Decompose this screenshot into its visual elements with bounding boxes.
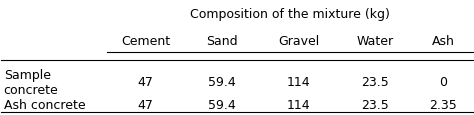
Text: Gravel: Gravel xyxy=(278,34,319,47)
Text: 47: 47 xyxy=(138,98,154,111)
Text: 23.5: 23.5 xyxy=(362,76,389,89)
Text: 2.35: 2.35 xyxy=(429,98,457,111)
Text: 23.5: 23.5 xyxy=(362,98,389,111)
Text: Cement: Cement xyxy=(121,34,170,47)
Text: Ash concrete: Ash concrete xyxy=(4,98,85,111)
Text: Water: Water xyxy=(357,34,394,47)
Text: Ash: Ash xyxy=(432,34,455,47)
Text: Sample
concrete: Sample concrete xyxy=(4,68,58,96)
Text: 114: 114 xyxy=(287,76,310,89)
Text: 114: 114 xyxy=(287,98,310,111)
Text: 47: 47 xyxy=(138,76,154,89)
Text: 59.4: 59.4 xyxy=(209,98,236,111)
Text: 0: 0 xyxy=(439,76,447,89)
Text: Sand: Sand xyxy=(207,34,238,47)
Text: 59.4: 59.4 xyxy=(209,76,236,89)
Text: Composition of the mixture (kg): Composition of the mixture (kg) xyxy=(190,8,390,21)
